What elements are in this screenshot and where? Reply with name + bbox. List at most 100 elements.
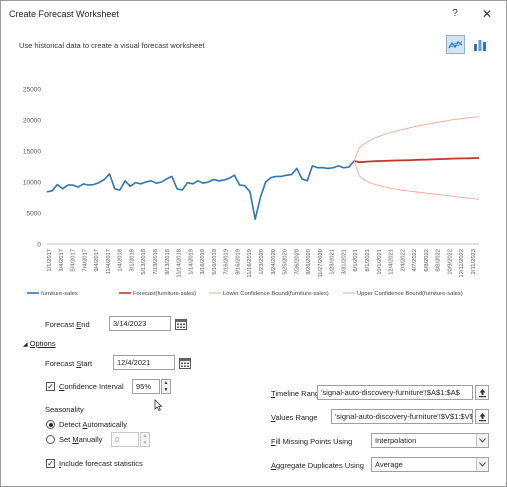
x-tick-label: 8/1/2021: [365, 249, 371, 272]
x-tick-label: 3/24/2020: [271, 249, 277, 275]
checkmark-icon: ✓: [47, 381, 54, 391]
y-tick-label: 25000: [23, 87, 41, 94]
spin-down-icon: ▼: [163, 386, 169, 393]
column-chart-icon: [473, 39, 486, 51]
x-tick-label: 11/27/2020: [318, 249, 324, 278]
x-tick-label: 5/16/2019: [212, 249, 218, 275]
series-line-1: [46, 160, 355, 220]
range-select-icon: [478, 412, 486, 421]
x-tick-label: 12/11/2022: [459, 249, 465, 278]
forecast-start-label: Forecast Start: [45, 359, 93, 368]
x-tick-label: 1/4/2018: [118, 249, 124, 272]
values-range-select-button[interactable]: [475, 409, 489, 424]
x-tick-label: 1/14/2019: [188, 249, 194, 275]
timeline-range-select-button[interactable]: [475, 385, 489, 400]
x-tick-label: 7/26/2020: [294, 249, 300, 275]
include-statistics-label: Include forecast statistics: [59, 459, 143, 468]
x-tick-label: 11/14/2018: [177, 249, 183, 278]
calendar-icon: [179, 357, 191, 369]
forecast-end-calendar-button[interactable]: [174, 316, 188, 331]
forecast-chart-svg: 0 5000 10000 15000 20000 25000 1/1/2017 3/4/201…: [23, 87, 480, 297]
aggregate-duplicates-value: Average: [375, 460, 403, 469]
dialog-title: Create Forecast Worksheet: [9, 9, 119, 19]
x-tick-label: 9/16/2019: [235, 249, 241, 275]
y-tick-label: 20000: [23, 118, 41, 125]
x-tick-label: 3/4/2017: [59, 249, 65, 272]
fill-missing-label: Fill Missing Points Using: [271, 437, 353, 446]
x-tick-label: 9/26/2020: [306, 249, 312, 275]
fill-missing-select[interactable]: Interpolation: [371, 433, 489, 448]
set-manually-field[interactable]: 0: [111, 432, 139, 447]
help-button[interactable]: ?: [452, 8, 458, 19]
x-tick-label: 9/4/2017: [94, 249, 100, 272]
spin-up-icon: ▲: [142, 433, 148, 440]
x-tick-label: 5/25/2020: [283, 249, 289, 275]
chevron-down-icon: [476, 458, 488, 471]
spin-down-icon: ▼: [142, 439, 148, 446]
x-tick-label: 11/16/2019: [247, 249, 253, 278]
set-manually-radio[interactable]: [46, 435, 55, 444]
x-tick-label: 8/8/2022: [436, 249, 442, 272]
options-toggle[interactable]: ◢ Options: [23, 339, 56, 348]
options-label: Options: [29, 339, 56, 348]
x-tick-label: 11/4/2017: [106, 249, 112, 274]
x-tick-label: 5/13/2018: [141, 249, 147, 275]
x-tick-label: 2/4/2022: [400, 249, 406, 272]
seasonality-label: Seasonality: [45, 405, 84, 414]
line-chart-button[interactable]: [446, 35, 465, 54]
detect-automatically-label: Detect Automatically: [59, 420, 127, 429]
close-button[interactable]: ✕: [481, 7, 493, 21]
values-range-label: Values Range: [271, 413, 318, 422]
x-tick-label: 2/11/2023: [471, 249, 477, 274]
title-bar: Create Forecast Worksheet ? ✕: [1, 1, 506, 27]
y-tick-label: 15000: [23, 149, 41, 156]
dialog-subtitle: Use historical data to create a visual f…: [19, 41, 205, 50]
fill-missing-value: Interpolation: [375, 436, 417, 445]
column-chart-button[interactable]: [470, 35, 489, 54]
x-tick-label: 3/31/2021: [341, 249, 347, 275]
x-tick-label: 7/13/2018: [153, 249, 159, 275]
confidence-interval-field[interactable]: 95%: [132, 379, 160, 394]
x-tick-label: 7/4/2017: [82, 249, 88, 272]
aggregate-duplicates-label: Aggregate Duplicates Using: [271, 461, 364, 470]
aggregate-duplicates-select[interactable]: Average: [371, 457, 489, 472]
x-tick-label: 4/7/2022: [412, 249, 418, 272]
x-tick-label: 9/13/2018: [165, 249, 171, 275]
y-tick-label: 10000: [23, 180, 41, 187]
x-tick-label: 6/1/2021: [353, 249, 359, 272]
forecast-chart: 0 5000 10000 15000 20000 25000 1/1/2017 3/4/201…: [9, 79, 503, 309]
line-chart-icon: [448, 40, 463, 48]
series-line-2: [353, 157, 480, 164]
series-line-4: [353, 116, 480, 162]
confidence-interval-checkbox[interactable]: ✓: [46, 382, 55, 391]
values-range-field[interactable]: 'signal-auto-discovery-furniture'!$V$1:$…: [331, 409, 473, 424]
set-manually-label: Set Manually: [59, 435, 103, 444]
confidence-interval-label: Confidence Interval: [59, 382, 124, 391]
timeline-range-field[interactable]: 'signal-auto-discovery-furniture'!$A$1:$…: [317, 385, 473, 400]
chevron-down-icon: [476, 434, 488, 447]
confidence-interval-spinner[interactable]: ▲ ▼: [161, 379, 171, 394]
calendar-icon: [175, 318, 187, 330]
x-tick-label: 1/28/2021: [330, 249, 336, 275]
x-tick-label: 1/23/2020: [259, 249, 265, 275]
checkmark-icon: ✓: [47, 458, 54, 468]
set-manually-spinner[interactable]: ▲ ▼: [140, 432, 150, 447]
x-tick-label: 12/4/2021: [389, 249, 395, 275]
legend-label: Upper Confidence Bound(furniture-sales): [357, 291, 463, 297]
range-select-icon: [478, 388, 486, 397]
x-tick-label: 3/1/2018: [129, 249, 135, 272]
legend-label: Forecast(furniture-sales): [133, 291, 196, 297]
forecast-start-calendar-button[interactable]: [178, 355, 192, 370]
x-tick-label: 7/16/2019: [224, 249, 230, 275]
collapse-triangle-icon: ◢: [23, 342, 28, 348]
x-tick-label: 1/1/2017: [47, 249, 53, 272]
x-tick-label: 6/8/2022: [424, 249, 430, 272]
x-tick-label: 5/4/2017: [71, 249, 77, 272]
include-statistics-checkbox[interactable]: ✓: [46, 459, 55, 468]
spin-up-icon: ▲: [163, 380, 169, 387]
forecast-end-field[interactable]: 3/14/2023: [109, 316, 171, 331]
forecast-start-field[interactable]: 12/4/2021: [113, 355, 175, 370]
detect-automatically-radio[interactable]: [46, 420, 55, 429]
timeline-range-label: Timeline Range: [271, 389, 324, 398]
